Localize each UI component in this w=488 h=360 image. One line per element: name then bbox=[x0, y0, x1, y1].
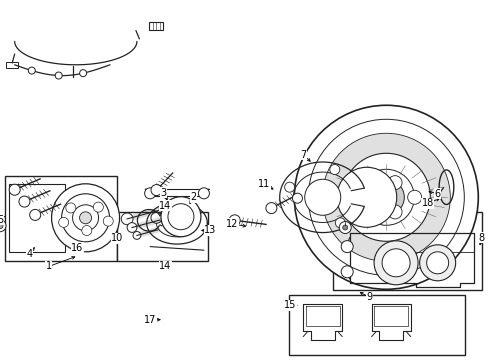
Circle shape bbox=[151, 185, 162, 195]
Circle shape bbox=[127, 222, 137, 233]
Bar bbox=[9, 184, 65, 252]
Circle shape bbox=[322, 133, 449, 261]
Circle shape bbox=[358, 169, 413, 225]
Circle shape bbox=[426, 252, 447, 274]
Circle shape bbox=[341, 240, 352, 253]
Circle shape bbox=[342, 153, 429, 241]
Text: 10: 10 bbox=[111, 233, 123, 243]
Text: 7: 7 bbox=[300, 150, 305, 160]
Text: 9: 9 bbox=[366, 292, 371, 302]
Circle shape bbox=[80, 70, 86, 77]
Bar bbox=[337, 221, 368, 241]
Text: 13: 13 bbox=[203, 225, 216, 235]
Circle shape bbox=[66, 203, 76, 213]
Circle shape bbox=[229, 215, 240, 226]
Text: 15: 15 bbox=[283, 300, 296, 310]
Circle shape bbox=[167, 204, 194, 230]
Circle shape bbox=[356, 199, 369, 213]
Circle shape bbox=[284, 182, 294, 192]
Bar bbox=[117, 212, 207, 261]
Text: 6: 6 bbox=[434, 189, 440, 199]
Text: 18: 18 bbox=[421, 198, 433, 208]
Circle shape bbox=[356, 181, 369, 195]
Text: 1: 1 bbox=[46, 261, 52, 271]
Bar bbox=[148, 22, 163, 30]
Circle shape bbox=[265, 203, 276, 213]
Circle shape bbox=[133, 231, 141, 239]
Circle shape bbox=[59, 217, 68, 228]
Circle shape bbox=[342, 225, 347, 230]
Text: 2: 2 bbox=[190, 192, 196, 202]
Circle shape bbox=[55, 72, 62, 79]
Bar bbox=[288, 295, 464, 355]
Circle shape bbox=[103, 216, 113, 226]
Circle shape bbox=[144, 188, 155, 199]
Circle shape bbox=[304, 179, 340, 215]
Text: 14: 14 bbox=[159, 201, 171, 211]
Circle shape bbox=[161, 197, 201, 237]
Circle shape bbox=[329, 165, 339, 175]
Circle shape bbox=[367, 179, 404, 215]
Circle shape bbox=[198, 188, 209, 199]
Circle shape bbox=[387, 176, 401, 190]
Text: 14: 14 bbox=[159, 261, 171, 271]
Circle shape bbox=[19, 196, 30, 207]
Circle shape bbox=[294, 105, 477, 289]
Circle shape bbox=[28, 67, 35, 74]
Circle shape bbox=[419, 245, 455, 281]
Circle shape bbox=[51, 184, 120, 252]
Circle shape bbox=[0, 223, 3, 229]
Text: 3: 3 bbox=[161, 188, 166, 198]
Circle shape bbox=[373, 241, 417, 285]
Circle shape bbox=[30, 210, 41, 220]
Text: 11: 11 bbox=[257, 179, 270, 189]
Circle shape bbox=[339, 221, 350, 234]
Circle shape bbox=[407, 190, 421, 204]
Text: 12: 12 bbox=[225, 219, 238, 229]
Circle shape bbox=[72, 205, 99, 231]
Circle shape bbox=[9, 184, 20, 195]
Bar bbox=[6, 62, 18, 68]
Text: 8: 8 bbox=[478, 233, 484, 243]
Circle shape bbox=[341, 266, 352, 278]
Circle shape bbox=[121, 213, 133, 225]
Text: 16: 16 bbox=[71, 243, 83, 253]
Bar bbox=[332, 212, 481, 290]
Circle shape bbox=[336, 167, 396, 227]
Bar bbox=[5, 176, 117, 261]
Text: 5: 5 bbox=[0, 215, 3, 225]
Circle shape bbox=[377, 188, 394, 206]
Circle shape bbox=[80, 212, 91, 224]
Circle shape bbox=[387, 205, 401, 219]
Circle shape bbox=[93, 202, 103, 212]
Circle shape bbox=[81, 225, 92, 235]
Circle shape bbox=[381, 249, 409, 277]
Text: 17: 17 bbox=[144, 315, 157, 325]
Circle shape bbox=[151, 212, 162, 223]
Circle shape bbox=[307, 119, 464, 275]
Text: 4: 4 bbox=[26, 249, 32, 259]
Circle shape bbox=[292, 193, 302, 203]
Circle shape bbox=[335, 218, 345, 228]
Circle shape bbox=[0, 220, 6, 232]
Circle shape bbox=[61, 194, 109, 242]
